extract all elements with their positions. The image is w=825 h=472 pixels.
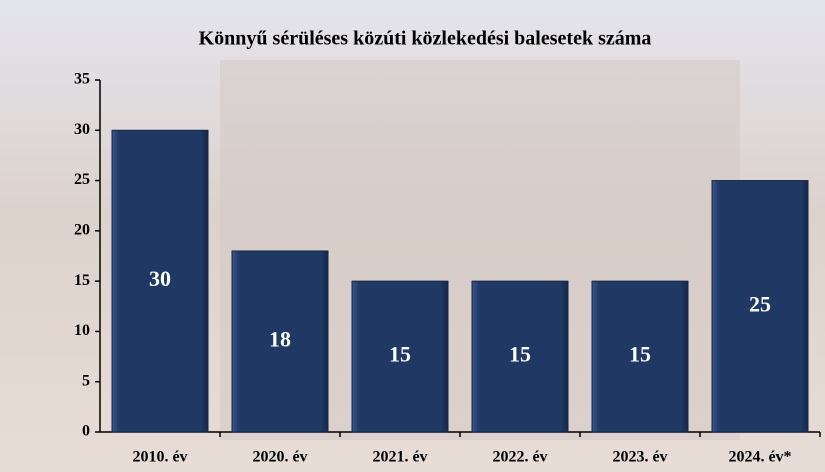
y-tick-label: 20 bbox=[74, 222, 90, 239]
bar bbox=[351, 280, 449, 433]
bar bbox=[591, 280, 689, 433]
y-tick-label: 0 bbox=[82, 423, 90, 440]
bar bbox=[111, 129, 209, 433]
chart-title: Könnyű sérüléses közúti közlekedési bale… bbox=[199, 28, 652, 50]
y-tick-label: 5 bbox=[82, 372, 90, 389]
value-label: 18 bbox=[269, 327, 291, 352]
x-tick-label: 2022. év bbox=[492, 449, 547, 466]
value-label: 25 bbox=[749, 291, 771, 316]
value-label: 15 bbox=[389, 342, 411, 367]
y-tick-label: 30 bbox=[74, 121, 90, 138]
value-label: 15 bbox=[509, 342, 531, 367]
y-tick-label: 25 bbox=[74, 171, 90, 188]
x-tick-label: 2023. év bbox=[612, 449, 667, 466]
value-label: 15 bbox=[629, 342, 651, 367]
value-label: 30 bbox=[149, 266, 171, 291]
x-tick-label: 2024. év* bbox=[728, 449, 791, 466]
bar bbox=[711, 180, 809, 433]
bar bbox=[471, 280, 569, 433]
y-tick-label: 35 bbox=[74, 71, 90, 88]
x-tick-label: 2020. év bbox=[252, 449, 307, 466]
x-tick-label: 2021. év bbox=[372, 449, 427, 466]
y-tick-label: 15 bbox=[74, 272, 90, 289]
bar bbox=[231, 250, 329, 433]
y-tick-label: 10 bbox=[74, 322, 90, 339]
x-tick-label: 2010. év bbox=[132, 449, 187, 466]
